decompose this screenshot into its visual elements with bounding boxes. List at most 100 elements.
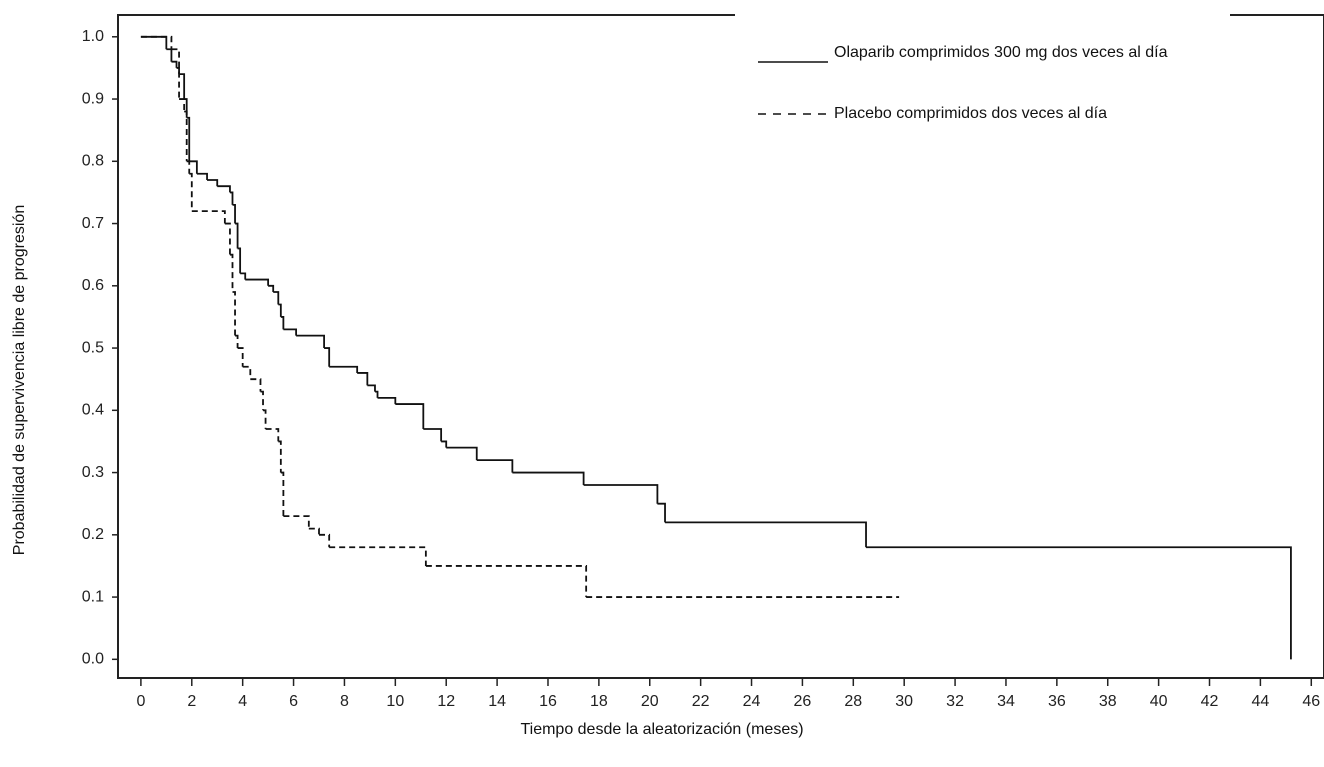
survival-step — [374, 390, 379, 398]
survival-step — [476, 459, 514, 473]
survival-step — [425, 565, 588, 598]
survival-step — [263, 409, 267, 429]
survival-step — [866, 546, 1292, 660]
survival-step — [171, 48, 180, 100]
x-tick-label: 26 — [794, 693, 812, 710]
y-tick-label: 0.6 — [82, 277, 104, 294]
x-axis-label: Tiempo desde la aleatorización (meses) — [520, 721, 803, 738]
survival-step — [367, 384, 376, 392]
y-tick-label: 0.2 — [82, 526, 104, 543]
y-tick-label: 0.0 — [82, 651, 104, 668]
survival-step — [324, 347, 331, 367]
survival-step — [268, 284, 275, 293]
survival-step — [583, 484, 659, 504]
survival-step — [329, 365, 359, 373]
plot-frame — [117, 14, 1324, 679]
survival-step — [235, 334, 239, 349]
survival-step — [250, 378, 262, 392]
y-tick-label: 0.1 — [82, 588, 104, 605]
x-tick-label: 34 — [997, 693, 1015, 710]
survival-step — [229, 191, 234, 205]
survival-step — [319, 533, 331, 548]
survival-step — [446, 446, 478, 461]
survival-step — [191, 210, 226, 224]
survival-step — [196, 172, 208, 180]
survival-step — [189, 160, 198, 174]
survival-step — [265, 428, 280, 442]
x-tick-label: 30 — [895, 693, 913, 710]
x-tick-label: 44 — [1251, 693, 1269, 710]
y-tick-label: 0.3 — [82, 464, 104, 481]
y-tick-label: 0.9 — [82, 90, 104, 107]
legend-box — [735, 8, 1230, 138]
legend-item: Olaparib comprimidos 300 mg dos veces al… — [834, 44, 1168, 61]
y-axis-label: Probabilidad de supervivencia libre de p… — [11, 205, 28, 555]
survival-step — [232, 203, 236, 224]
survival-step — [217, 185, 231, 193]
survival-step — [278, 303, 282, 317]
survival-step — [224, 222, 231, 255]
survival-step — [189, 172, 193, 212]
survival-step — [657, 502, 666, 523]
x-tick-label: 36 — [1048, 693, 1066, 710]
x-tick-label: 32 — [946, 693, 964, 710]
survival-step — [240, 272, 247, 280]
survival-step — [186, 116, 191, 162]
x-tick-label: 28 — [844, 693, 862, 710]
y-tick-label: 0.4 — [82, 402, 104, 419]
survival-step — [184, 110, 188, 162]
legend-label: Olaparib comprimidos 300 mg dos veces al… — [834, 44, 1168, 61]
x-tick-label: 14 — [488, 693, 506, 710]
x-tick-label: 42 — [1201, 693, 1219, 710]
survival-step — [237, 247, 242, 274]
x-tick-label: 4 — [238, 693, 247, 710]
survival-step — [245, 278, 270, 286]
survival-step — [140, 35, 168, 50]
x-tick-label: 12 — [437, 693, 455, 710]
survival-step — [171, 60, 178, 68]
survival-step — [377, 396, 397, 405]
x-tick-label: 16 — [539, 693, 557, 710]
survival-step — [665, 521, 867, 548]
y-tick-label: 0.5 — [82, 339, 104, 356]
survival-step — [166, 48, 173, 62]
survival-step — [278, 440, 282, 473]
x-tick-label: 6 — [289, 693, 298, 710]
survival-step — [179, 98, 186, 112]
legend-label: Placebo comprimidos dos veces al día — [834, 105, 1107, 122]
y-tick-label: 0.7 — [82, 215, 104, 232]
survival-step — [273, 291, 280, 305]
survival-step — [423, 428, 443, 442]
y-tick-label: 0.8 — [82, 153, 104, 170]
survival-step — [140, 35, 173, 50]
survival-step — [242, 365, 252, 380]
survival-step — [229, 253, 234, 293]
x-tick-label: 40 — [1150, 693, 1168, 710]
x-tick-label: 22 — [692, 693, 710, 710]
survival-step — [283, 515, 310, 529]
survival-step — [280, 471, 285, 517]
survival-step — [235, 222, 239, 249]
survival-step — [280, 316, 285, 330]
x-tick-label: 24 — [743, 693, 761, 710]
survival-step — [357, 372, 369, 386]
survival-step — [260, 390, 264, 411]
x-tick-label: 2 — [187, 693, 196, 710]
x-tick-label: 46 — [1302, 693, 1320, 710]
survival-step — [296, 334, 325, 349]
survival-step — [186, 160, 191, 174]
survival-step — [283, 328, 298, 336]
y-tick-label: 1.0 — [82, 28, 104, 45]
survival-step — [308, 527, 320, 535]
survival-step — [207, 179, 219, 187]
survival-step — [441, 440, 448, 448]
x-tick-label: 0 — [136, 693, 145, 710]
x-tick-label: 38 — [1099, 693, 1117, 710]
x-tick-label: 8 — [340, 693, 349, 710]
survival-step — [237, 347, 244, 367]
survival-step — [232, 291, 236, 336]
survival-step — [179, 73, 186, 100]
survival-step — [395, 403, 425, 429]
x-tick-label: 18 — [590, 693, 608, 710]
